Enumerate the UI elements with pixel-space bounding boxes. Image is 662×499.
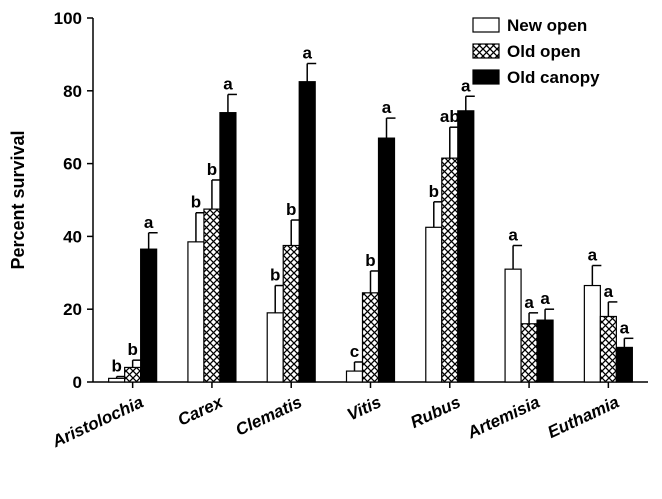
significance-label: a [144,213,154,232]
bar [108,377,126,383]
bar [219,112,237,383]
bar [504,268,522,383]
significance-label: b [127,340,137,359]
bar [583,284,601,383]
significance-label: b [270,266,280,285]
legend-swatch [472,17,500,33]
legend-label: Old canopy [507,68,600,87]
bar [425,226,443,383]
bar [615,346,633,383]
significance-label: b [286,200,296,219]
significance-label: a [540,289,550,308]
significance-label: a [620,318,630,337]
bar [140,248,158,383]
significance-label: a [461,76,471,95]
y-tick-label: 0 [73,373,82,392]
y-tick-label: 20 [63,300,82,319]
significance-label: a [223,74,233,93]
significance-label: b [207,160,217,179]
x-tick-label: Carex [175,392,227,430]
significance-label: ab [440,107,460,126]
significance-label: a [604,282,614,301]
bar [377,137,396,383]
significance-label: a [302,44,312,63]
legend-label: New open [507,16,587,35]
bar [345,370,364,383]
bar [187,241,205,383]
bar [298,81,316,383]
y-axis-title: Percent survival [8,130,28,269]
x-tick-label: Artemisia [464,392,543,442]
legend-swatch [472,69,500,85]
significance-label: c [350,342,359,361]
significance-label: a [508,226,518,245]
bar [203,208,221,383]
x-tick-label: Aristolochia [48,392,146,451]
legend-swatch [472,43,500,59]
significance-label: a [588,246,598,265]
bar [441,157,459,383]
bar [520,323,538,383]
significance-label: b [111,357,121,376]
legend-label: Old open [507,42,581,61]
y-tick-label: 100 [54,9,82,28]
bar [266,312,284,383]
significance-label: b [191,193,201,212]
y-tick-label: 80 [63,82,82,101]
significance-label: a [382,98,392,117]
y-tick-label: 60 [63,155,82,174]
significance-label: a [524,293,534,312]
x-tick-label: Clematis [233,392,305,439]
bar [536,319,554,383]
x-tick-label: Vitis [344,392,384,424]
bar [361,292,380,383]
legend: New open Old open Old canopy [472,16,600,87]
bar [124,366,142,383]
x-tick-label: Euthamia [545,392,622,442]
x-tick-label: Rubus [408,392,464,432]
bar [599,315,617,383]
bar [282,244,300,383]
significance-label: b [429,182,439,201]
y-tick-label: 40 [63,227,82,246]
significance-label: b [365,251,375,270]
bar [457,110,475,383]
